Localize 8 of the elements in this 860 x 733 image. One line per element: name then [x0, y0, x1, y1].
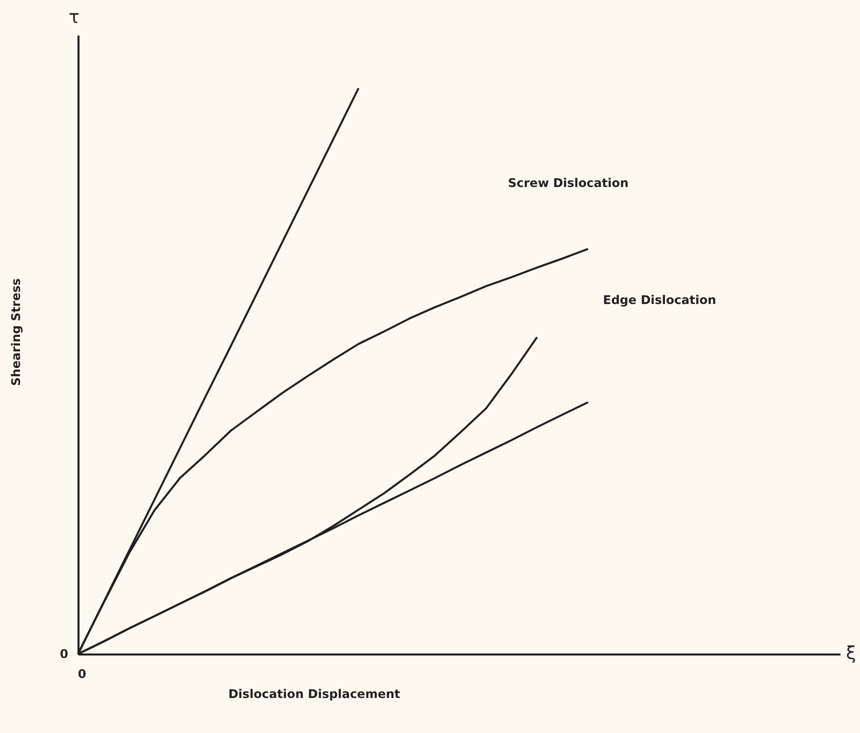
- annotation: Screw Dislocation: [508, 176, 628, 190]
- text: ξ: [846, 643, 856, 664]
- text: τ: [68, 7, 80, 28]
- annotation: 0: [60, 647, 68, 661]
- y-axis-title: Shearing Stress: [9, 278, 23, 386]
- x-axis-title: Dislocation Displacement: [228, 687, 400, 701]
- text: 0: [78, 667, 86, 681]
- text: Edge Dislocation: [603, 293, 716, 307]
